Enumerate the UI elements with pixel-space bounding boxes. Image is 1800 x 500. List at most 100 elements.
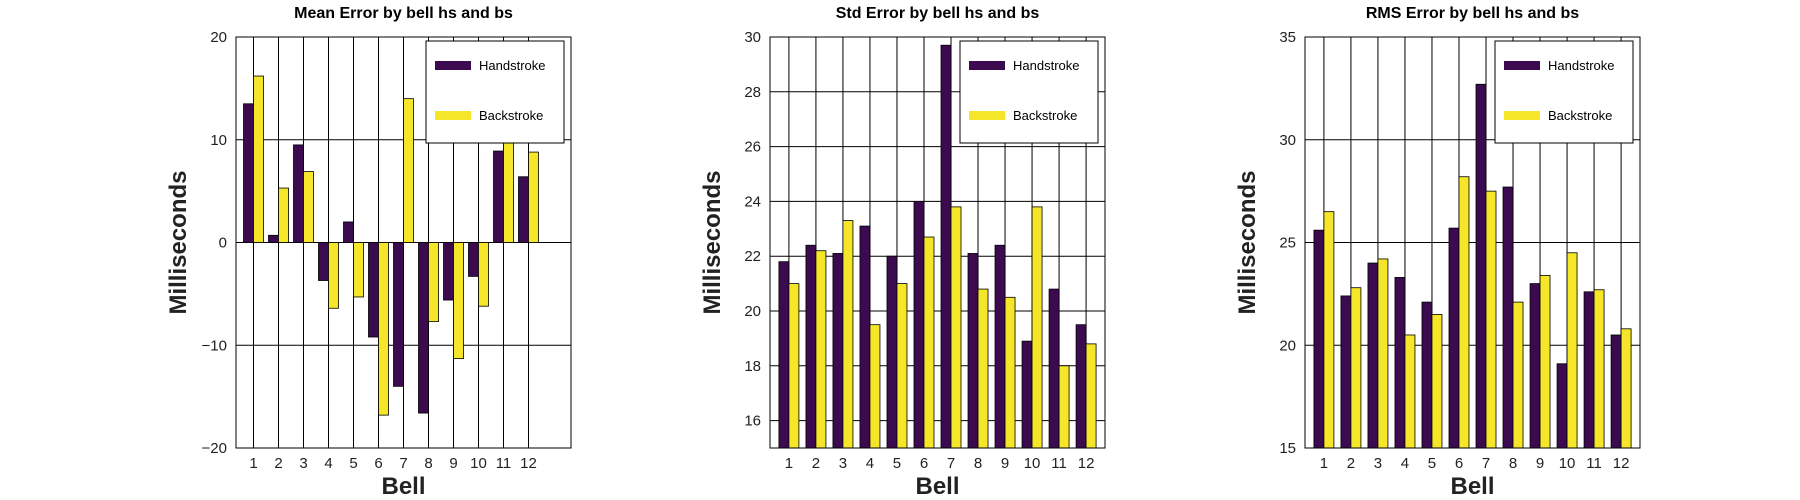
- bar-handstroke: [1583, 291, 1595, 449]
- x-tick-label: 8: [424, 455, 432, 472]
- bar-backstroke: [278, 187, 289, 243]
- legend-swatch-handstroke: [435, 61, 471, 70]
- bar-backstroke: [1058, 365, 1070, 449]
- chart-title: Mean Error by bell hs and bs: [294, 5, 513, 22]
- x-tick-label: 7: [947, 455, 955, 472]
- bar-handstroke: [343, 221, 354, 243]
- x-tick-label: 12: [520, 455, 537, 472]
- axes-frame: [235, 36, 572, 449]
- x-tick-label: 6: [920, 455, 928, 472]
- legend-label: Backstroke: [479, 108, 543, 123]
- legend-label: Backstroke: [1548, 108, 1612, 123]
- bar-handstroke: [1448, 227, 1460, 449]
- bar-backstroke: [1323, 211, 1335, 449]
- legend-label: Handstroke: [479, 58, 545, 73]
- bar-handstroke: [243, 103, 254, 243]
- x-tick-label: 2: [274, 455, 282, 472]
- bar-backstroke: [950, 206, 962, 449]
- bar-handstroke: [443, 242, 454, 301]
- bar-backstroke: [528, 151, 539, 243]
- y-tick-label: −10: [202, 337, 227, 354]
- bar-handstroke: [1556, 363, 1568, 449]
- y-tick-label: 18: [744, 358, 761, 375]
- legend-box: [959, 40, 1099, 144]
- x-tick-label: 12: [1078, 455, 1095, 472]
- legend-swatch-backstroke: [435, 111, 471, 120]
- bar-backstroke: [977, 288, 989, 449]
- bar-handstroke: [518, 176, 529, 243]
- bar-handstroke: [778, 261, 790, 449]
- y-tick-label: 30: [744, 29, 761, 46]
- bar-backstroke: [1031, 206, 1043, 449]
- x-tick-label: 9: [1536, 455, 1544, 472]
- bar-handstroke: [1475, 83, 1487, 449]
- y-tick-label: 15: [1279, 440, 1296, 457]
- y-tick-label: 0: [219, 235, 227, 252]
- x-tick-label: 7: [399, 455, 407, 472]
- bar-backstroke: [1377, 258, 1389, 449]
- legend-swatch-backstroke: [1504, 111, 1540, 120]
- bar-backstroke: [253, 75, 264, 243]
- bar-handstroke: [1075, 324, 1087, 449]
- bar-backstroke: [303, 171, 314, 243]
- chart-title: RMS Error by bell hs and bs: [1366, 5, 1579, 22]
- bar-handstroke: [832, 253, 844, 449]
- y-tick-label: 20: [744, 303, 761, 320]
- x-tick-label: 8: [1509, 455, 1517, 472]
- bar-backstroke: [1485, 190, 1497, 449]
- x-tick-label: 3: [299, 455, 307, 472]
- x-tick-label: 6: [1455, 455, 1463, 472]
- bar-handstroke: [1394, 277, 1406, 449]
- y-tick-label: 30: [1279, 132, 1296, 149]
- bar-handstroke: [368, 242, 379, 338]
- legend-box: [1494, 40, 1634, 144]
- bar-handstroke: [1421, 301, 1433, 449]
- bar-handstroke: [418, 242, 429, 414]
- y-tick-label: 10: [210, 132, 227, 149]
- x-tick-label: 1: [785, 455, 793, 472]
- bar-handstroke: [940, 44, 952, 449]
- bar-backstroke: [842, 220, 854, 449]
- x-tick-label: 12: [1613, 455, 1630, 472]
- y-tick-label: −20: [202, 440, 227, 457]
- axes-frame: [769, 36, 1106, 449]
- x-tick-label: 9: [1001, 455, 1009, 472]
- bar-backstroke: [1458, 176, 1470, 449]
- legend: Handstroke Backstroke: [1494, 40, 1634, 144]
- y-axis-label: Milliseconds: [699, 170, 726, 314]
- x-tick-label: 10: [1559, 455, 1576, 472]
- legend-swatch-handstroke: [1504, 61, 1540, 70]
- bar-handstroke: [393, 242, 404, 387]
- legend-swatch-handstroke: [969, 61, 1005, 70]
- bar-handstroke: [1021, 340, 1033, 449]
- bar-handstroke: [1502, 186, 1514, 449]
- bar-handstroke: [805, 244, 817, 449]
- bar-handstroke: [468, 242, 479, 277]
- bar-backstroke: [1431, 314, 1443, 449]
- legend-swatch-backstroke: [969, 111, 1005, 120]
- x-tick-label: 2: [1347, 455, 1355, 472]
- axes-frame: [1304, 36, 1641, 449]
- legend-label: Backstroke: [1013, 108, 1077, 123]
- bar-handstroke: [268, 234, 279, 243]
- bar-handstroke: [994, 244, 1006, 449]
- bar-backstroke: [1404, 334, 1416, 449]
- x-tick-label: 6: [374, 455, 382, 472]
- bar-backstroke: [896, 283, 908, 449]
- bar-handstroke: [967, 253, 979, 449]
- bar-backstroke: [1593, 289, 1605, 449]
- bar-handstroke: [1048, 288, 1060, 449]
- y-axis-label: Milliseconds: [1234, 170, 1261, 314]
- bar-handstroke: [1313, 229, 1325, 449]
- bar-backstroke: [1539, 274, 1551, 449]
- bar-handstroke: [886, 255, 898, 449]
- x-tick-label: 11: [496, 455, 512, 472]
- y-tick-label: 22: [744, 248, 761, 265]
- y-tick-label: 24: [744, 193, 761, 210]
- x-tick-label: 11: [1586, 455, 1602, 472]
- x-axis-label: Bell: [915, 473, 959, 500]
